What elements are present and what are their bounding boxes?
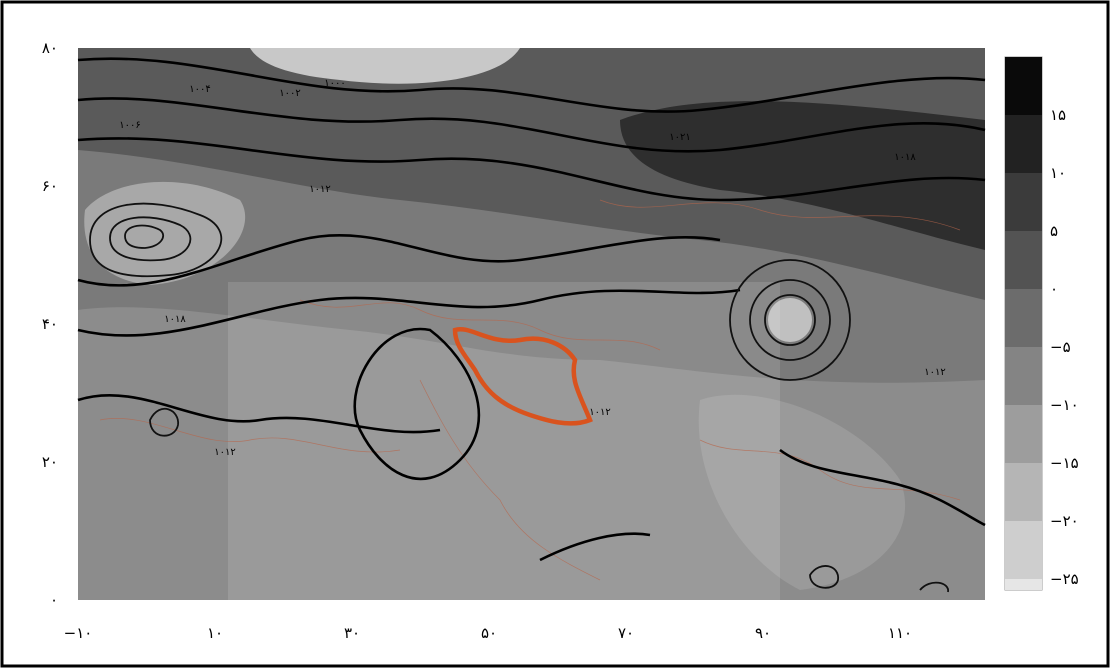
x-tick-label: ۱۱۰: [888, 624, 912, 642]
iran-outline: [452, 326, 593, 426]
contour-label: ۱۰۱۲: [924, 367, 945, 378]
colorbar-band: [1005, 463, 1042, 521]
colorbar-label: −۲۰: [1050, 512, 1079, 530]
contour-label: ۱۰۱۲: [309, 184, 330, 195]
x-tick-label: ۵۰: [481, 624, 497, 642]
contour-label: ۱۰۰۴: [189, 84, 210, 95]
contour-label: ۱۰۰۲: [279, 88, 300, 99]
colorbar-label: −۱۰: [1050, 396, 1079, 414]
colorbar-band: [1005, 57, 1042, 115]
colorbar-label: ۱۰: [1050, 164, 1066, 182]
contour-label: ۱۰۰۰: [324, 78, 345, 89]
contour-label: ۱۰۲۱: [669, 132, 690, 143]
y-tick-label: ۴۰: [42, 315, 58, 333]
contour-label: ۱۰۰۶: [119, 120, 140, 131]
y-tick-label: ۸۰: [42, 39, 58, 57]
colorbar-band: [1005, 173, 1042, 231]
y-tick-label: ۲۰: [42, 453, 58, 471]
colorbar-label: ۰: [1050, 280, 1058, 298]
contour-label: ۱۰۱۸: [894, 152, 916, 163]
colorbar-band: [1005, 405, 1042, 463]
colorbar-label: −۱۵: [1050, 454, 1079, 472]
colorbar-band: [1005, 521, 1042, 579]
x-tick-label: ۱۰: [207, 624, 223, 642]
colorbar-label: ۵: [1050, 222, 1058, 240]
x-tick-label: −۱۰: [64, 624, 93, 642]
y-tick-label: ۶۰: [42, 177, 58, 195]
contour-label: ۱۰۱۸: [164, 314, 186, 325]
contour-labels: ۱۰۰۴ ۱۰۰۲ ۱۰۰۰ ۱۰۰۶ ۱۰۲۱ ۱۰۱۸ ۱۰۱۲ ۱۰۱۸ ۱۰۱۲ ۱۰۱۲…: [119, 78, 945, 458]
contour-label: ۱۰۱۲: [214, 447, 235, 458]
colorbar-label: ۱۵: [1050, 106, 1066, 124]
boundaries: [99, 199, 961, 581]
x-tick-label: ۹۰: [755, 624, 771, 642]
x-tick-label: ۷۰: [618, 624, 634, 642]
map-field: [78, 48, 985, 600]
colorbar-band: [1005, 289, 1042, 347]
contours: [77, 57, 986, 593]
y-tick-label: ۰: [50, 591, 58, 609]
colorbar-band: [1005, 579, 1042, 590]
colorbar-label: −۵: [1050, 338, 1071, 356]
contour-label: ۱۰۱۲: [589, 407, 610, 418]
colorbar-label: −۲۵: [1050, 570, 1079, 588]
colorbar-band: [1005, 115, 1042, 173]
colorbar-band: [1005, 231, 1042, 289]
colorbar-band: [1005, 347, 1042, 405]
x-tick-label: ۳۰: [344, 624, 360, 642]
